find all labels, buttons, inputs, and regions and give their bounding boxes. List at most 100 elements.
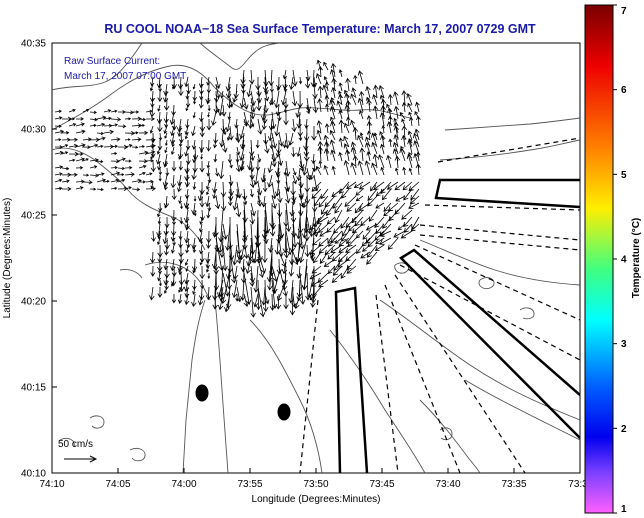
current-vector <box>311 265 322 274</box>
current-vector <box>199 216 203 225</box>
map-content <box>52 43 580 473</box>
current-vector <box>206 265 210 273</box>
current-vector <box>316 216 329 225</box>
current-vector <box>178 132 184 144</box>
current-vector <box>257 258 265 278</box>
current-vector <box>317 145 323 162</box>
current-vector <box>282 69 287 80</box>
current-vector <box>372 105 379 120</box>
current-vector <box>374 244 385 251</box>
current-vector <box>150 230 156 242</box>
current-vector <box>269 223 276 237</box>
current-vector <box>103 129 114 135</box>
current-vector <box>344 92 350 106</box>
current-vector <box>407 138 413 155</box>
current-vector <box>366 98 372 113</box>
current-vector <box>408 202 420 209</box>
current-vector <box>61 166 70 171</box>
current-vector <box>124 144 133 148</box>
current-vector <box>82 108 90 113</box>
current-vector <box>415 163 421 176</box>
current-vector <box>61 179 70 184</box>
current-vector <box>206 97 210 105</box>
current-vector <box>131 187 141 192</box>
annotation-line1: Raw Surface Current: <box>64 56 160 67</box>
current-vector <box>380 105 386 120</box>
current-vector <box>68 137 79 142</box>
current-vector <box>178 160 184 171</box>
current-vector <box>338 93 343 106</box>
current-vector <box>350 162 357 176</box>
current-vector <box>355 230 364 239</box>
current-vector <box>54 129 65 134</box>
current-vector <box>199 181 205 195</box>
current-vector <box>184 132 189 140</box>
current-vector <box>371 162 378 176</box>
current-vector <box>403 223 413 233</box>
map-frame <box>51 42 581 474</box>
current-vector <box>171 118 177 131</box>
current-vector <box>378 85 385 99</box>
current-vector <box>184 258 189 266</box>
current-vector <box>299 272 306 305</box>
current-vector <box>334 237 343 244</box>
current-vector <box>150 160 156 173</box>
current-vector <box>249 174 256 189</box>
current-vector <box>267 258 273 291</box>
current-vector <box>243 97 249 110</box>
current-vector <box>410 223 420 232</box>
current-vector <box>157 209 161 218</box>
current-vector <box>311 181 322 192</box>
current-vector <box>313 195 322 207</box>
colorbar-tick-label: 6 <box>621 85 627 96</box>
current-vector <box>225 265 232 280</box>
current-vector <box>193 97 197 105</box>
current-vector <box>379 230 392 237</box>
current-vector <box>61 144 69 148</box>
current-vector <box>352 155 359 169</box>
figure-title: RU COOL NOAA−18 Sea Surface Temperature:… <box>104 22 536 36</box>
current-vector <box>292 174 297 185</box>
current-vector <box>157 237 161 246</box>
current-vector <box>319 251 329 265</box>
current-vector <box>317 98 323 113</box>
current-vector <box>96 122 106 127</box>
current-vector <box>288 76 295 90</box>
current-vector <box>281 90 287 106</box>
current-vector <box>316 165 322 176</box>
current-vector <box>269 139 274 150</box>
current-vector <box>124 138 131 141</box>
current-vector <box>381 125 386 134</box>
current-vector <box>309 244 322 255</box>
current-vector <box>150 76 155 87</box>
current-vector <box>198 97 204 109</box>
current-vector <box>375 202 385 209</box>
current-vector <box>311 126 317 141</box>
current-vector <box>276 174 281 184</box>
current-vector <box>387 202 399 212</box>
current-vector <box>379 112 386 127</box>
current-vector <box>416 115 421 127</box>
current-vector <box>310 279 322 287</box>
current-vector <box>185 244 190 254</box>
current-vector <box>359 110 364 120</box>
current-vector <box>236 251 242 264</box>
current-vector <box>291 293 297 308</box>
current-vector <box>199 258 203 266</box>
current-vector <box>82 145 91 149</box>
current-vector <box>82 137 92 142</box>
current-vector <box>298 76 303 85</box>
current-vector <box>301 209 308 239</box>
current-vector <box>232 244 238 266</box>
current-vector <box>124 172 135 177</box>
current-vector <box>334 202 343 214</box>
current-vector <box>110 178 120 183</box>
current-vector <box>324 141 330 155</box>
current-vector <box>323 76 329 85</box>
current-vector <box>157 216 162 225</box>
current-vector <box>277 188 283 204</box>
current-vector <box>401 134 407 148</box>
current-vector <box>110 171 121 176</box>
current-vector <box>206 160 211 169</box>
current-vector <box>214 195 221 210</box>
